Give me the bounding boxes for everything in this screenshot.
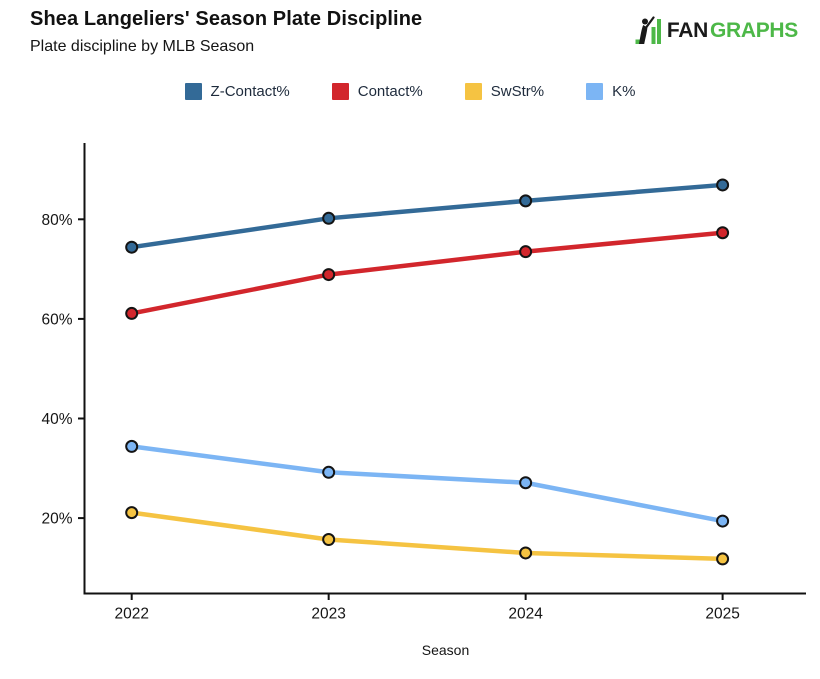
chart-title: Shea Langeliers' Season Plate Discipline xyxy=(30,8,423,30)
data-point-contact-2022 xyxy=(125,306,139,320)
legend-label: Contact% xyxy=(357,83,423,100)
x-tick-label: 2024 xyxy=(508,606,543,623)
series-line-swstr xyxy=(129,510,725,562)
legend-swatch xyxy=(464,83,482,100)
legend-label: Z-Contact% xyxy=(210,83,290,100)
legend-item-k[interactable]: K% xyxy=(586,83,635,100)
x-axis-title: Season xyxy=(421,642,470,658)
y-tick-label: 40% xyxy=(41,411,72,428)
data-point-z-contact-2024 xyxy=(519,194,533,208)
batter-body xyxy=(638,25,648,44)
fangraphs-logo-fan-text: FAN xyxy=(666,19,708,42)
data-point-k-2023 xyxy=(322,465,336,479)
data-point-contact-2024 xyxy=(519,245,533,259)
data-point-z-contact-2023 xyxy=(322,211,336,225)
logo-bar-tall xyxy=(656,19,661,44)
x-tick-label: 2022 xyxy=(114,606,148,623)
data-point-contact-2025 xyxy=(716,226,730,240)
plate-discipline-line-chart: 20% 40% 60% 80% 2022 2023 2024 2025 xyxy=(41,143,806,623)
x-tick-label: 2025 xyxy=(705,606,739,623)
chart-subtitle: Plate discipline by MLB Season xyxy=(30,38,255,55)
y-tick-label: 20% xyxy=(41,511,72,528)
legend-item-z-contact[interactable]: Z-Contact% xyxy=(184,83,290,100)
batter-head xyxy=(641,18,648,25)
data-point-swstr-2022 xyxy=(125,506,139,520)
legend-label: SwStr% xyxy=(490,83,545,100)
y-tick-label: 80% xyxy=(41,212,72,229)
data-point-z-contact-2025 xyxy=(716,178,730,192)
data-point-k-2025 xyxy=(716,514,730,528)
data-point-contact-2023 xyxy=(322,268,336,282)
legend-label: K% xyxy=(612,83,636,100)
data-point-z-contact-2022 xyxy=(125,240,139,254)
series-line-z-contact xyxy=(129,182,725,250)
legend-item-contact[interactable]: Contact% xyxy=(331,83,423,100)
logo-dot xyxy=(635,39,640,44)
series-line-contact xyxy=(129,230,725,316)
legend-swatch xyxy=(184,83,202,100)
legend-swatch xyxy=(331,83,349,100)
data-point-swstr-2025 xyxy=(716,552,730,566)
logo-bar-short xyxy=(651,27,656,44)
data-point-k-2024 xyxy=(519,476,533,490)
legend-item-swstr[interactable]: SwStr% xyxy=(464,83,545,100)
data-point-k-2022 xyxy=(125,439,139,453)
series-line-k xyxy=(129,444,725,524)
chart-legend: Z-Contact% Contact% SwStr% K% xyxy=(0,83,820,100)
fangraphs-batter-icon xyxy=(635,16,661,44)
data-point-swstr-2023 xyxy=(322,533,336,547)
x-tick-label: 2023 xyxy=(311,606,345,623)
fangraphs-logo: FAN GRAPHS xyxy=(635,16,798,46)
legend-swatch xyxy=(586,83,604,100)
fangraphs-logo-graphs-text: GRAPHS xyxy=(709,19,798,42)
batter-bat xyxy=(645,16,655,29)
y-tick-label: 60% xyxy=(41,311,72,328)
data-point-swstr-2024 xyxy=(519,546,533,560)
